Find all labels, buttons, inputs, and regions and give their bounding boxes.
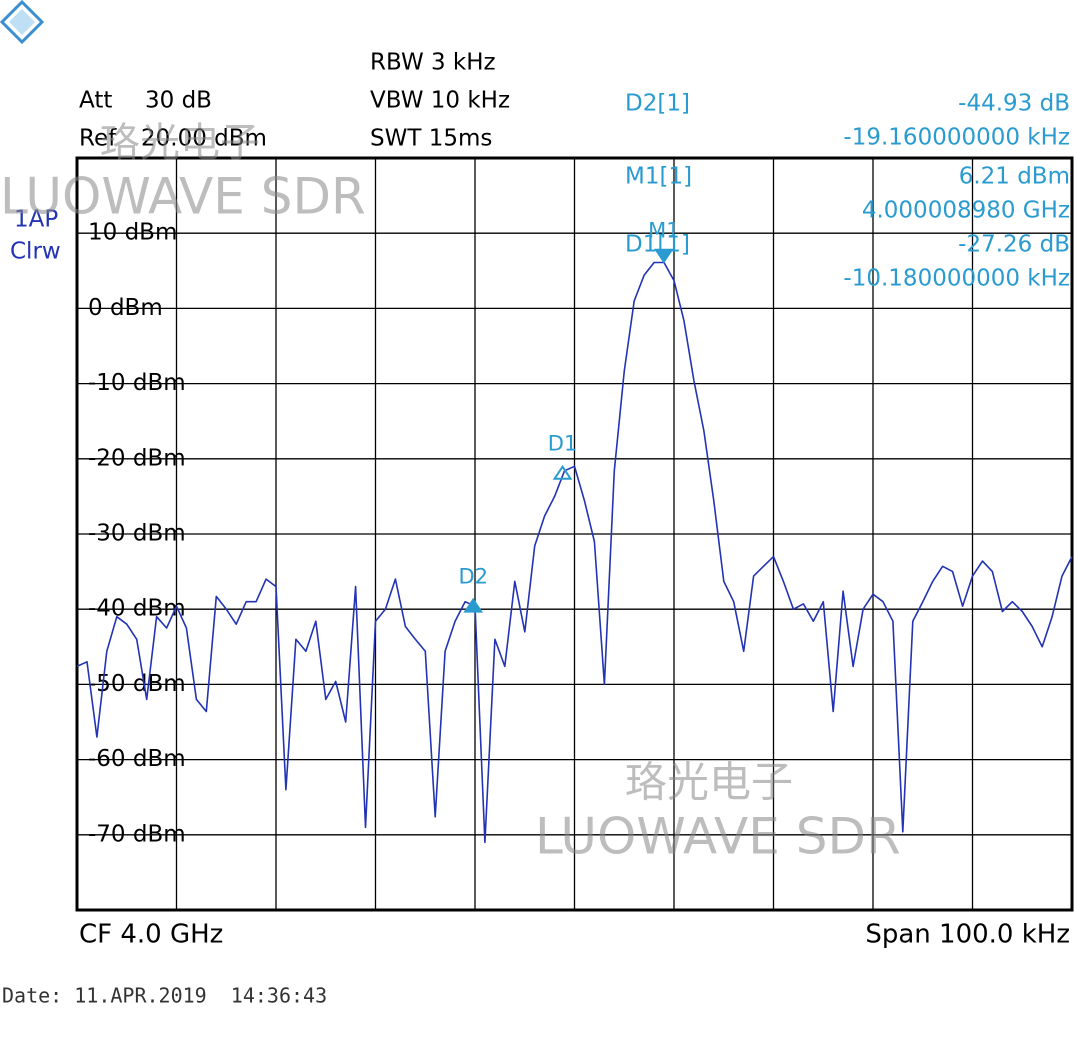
readout-label: D1[1] [625, 232, 690, 258]
vbw: VBW 10 kHz [370, 88, 510, 114]
watermark: LUOWAVE SDR [0, 168, 366, 226]
readout-label: D2[1] [625, 91, 690, 117]
plot-frame [75, 156, 1074, 912]
trace-mode: 1AP [14, 207, 58, 233]
marker-label: D2 [458, 565, 488, 589]
plot: 10 dBm 0 dBm -10 dBm -20 dBm -30 dBm -40 dBm -… [75, 156, 1074, 912]
watermark: LUOWAVE SDR [535, 808, 901, 866]
readout-value: -19.160000000 kHz [843, 125, 1070, 151]
y-tick-label: -70 dBm [88, 821, 186, 847]
center-frequency: CF 4.0 GHz [79, 920, 223, 950]
rbw: RBW 3 kHz [370, 50, 496, 76]
date: Date: 11.APR.2019 14:36:43 [2, 984, 327, 1008]
y-tick-label: -30 dBm [88, 521, 186, 547]
marker-label: D1 [548, 432, 578, 456]
att-value: 30 dB [145, 88, 212, 114]
watermark: 珞光电子 [625, 758, 793, 807]
trace-mode: Clrw [10, 239, 61, 265]
y-tick-label: -10 dBm [88, 370, 186, 396]
y-tick-label: -20 dBm [88, 445, 186, 471]
watermark: 珞光电子 [100, 120, 260, 166]
y-tick-label: 0 dBm [88, 295, 163, 321]
swt: SWT 15ms [370, 126, 492, 152]
readout-value: -44.93 dB [958, 91, 1070, 117]
y-tick-label: -40 dBm [88, 596, 186, 622]
marker [653, 248, 674, 264]
ref-value: 20.00 dBm [141, 126, 267, 152]
readout-value: 6.21 dBm [959, 164, 1070, 190]
att-label: Att [79, 88, 112, 114]
marker [463, 597, 484, 613]
readout-value: -27.26 dB [958, 232, 1070, 258]
readout-label: M1[1] [625, 164, 692, 190]
trace [76, 261, 1073, 844]
y-tick-label: -60 dBm [88, 746, 186, 772]
marker [552, 464, 573, 480]
marker-label: M1 [648, 219, 679, 243]
logo [0, 0, 45, 45]
y-tick-label: 10 dBm [88, 220, 177, 246]
span: Span 100.0 kHz [865, 920, 1070, 950]
readout-value: -10.180000000 kHz [843, 266, 1070, 292]
readout-value: 4.000008980 GHz [862, 198, 1070, 224]
ref-label: Ref [79, 126, 117, 152]
